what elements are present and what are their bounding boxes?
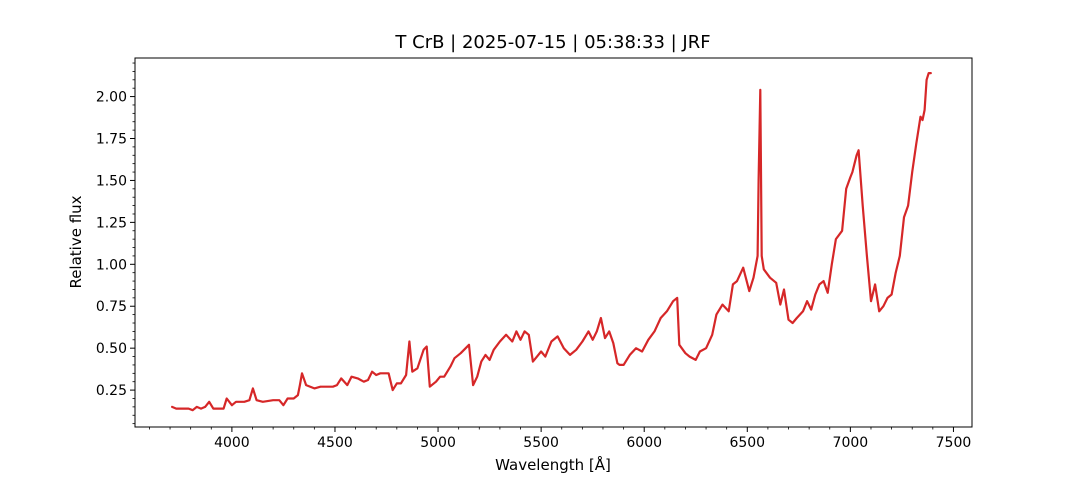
y-tick-label: 0.75 [96, 299, 127, 315]
axes-frame [134, 57, 973, 428]
y-tick-label: 1.75 [96, 132, 127, 148]
x-tick-label: 7000 [833, 435, 869, 451]
x-tick-label: 4000 [214, 435, 250, 451]
y-axis-label: Relative flux [67, 195, 85, 288]
y-axis: 0.25 0.50 0.75 1.00 1.25 1.50 1.75 2.00 [96, 62, 135, 425]
x-tick-label: 7500 [936, 435, 972, 451]
plot-area [171, 71, 932, 412]
y-tick-label: 1.00 [96, 257, 127, 273]
chart-title: T CrB | 2025-07-15 | 05:38:33 | JRF [394, 32, 710, 53]
x-tick-label: 5500 [523, 435, 559, 451]
x-axis: 4000 4500 5000 5500 6000 6500 7000 7500 [149, 427, 971, 451]
y-tick-label: 1.25 [96, 215, 127, 231]
x-tick-label: 4500 [317, 435, 353, 451]
y-tick-label: 2.00 [96, 90, 127, 106]
spectrum-line [171, 71, 932, 412]
x-tick-label: 5000 [420, 435, 456, 451]
x-tick-label: 6000 [626, 435, 662, 451]
y-tick-label: 0.50 [96, 341, 127, 357]
y-tick-label: 1.50 [96, 173, 127, 189]
y-tick-label: 0.25 [96, 383, 127, 399]
x-axis-label: Wavelength [Å] [495, 455, 611, 474]
x-tick-label: 6500 [729, 435, 765, 451]
